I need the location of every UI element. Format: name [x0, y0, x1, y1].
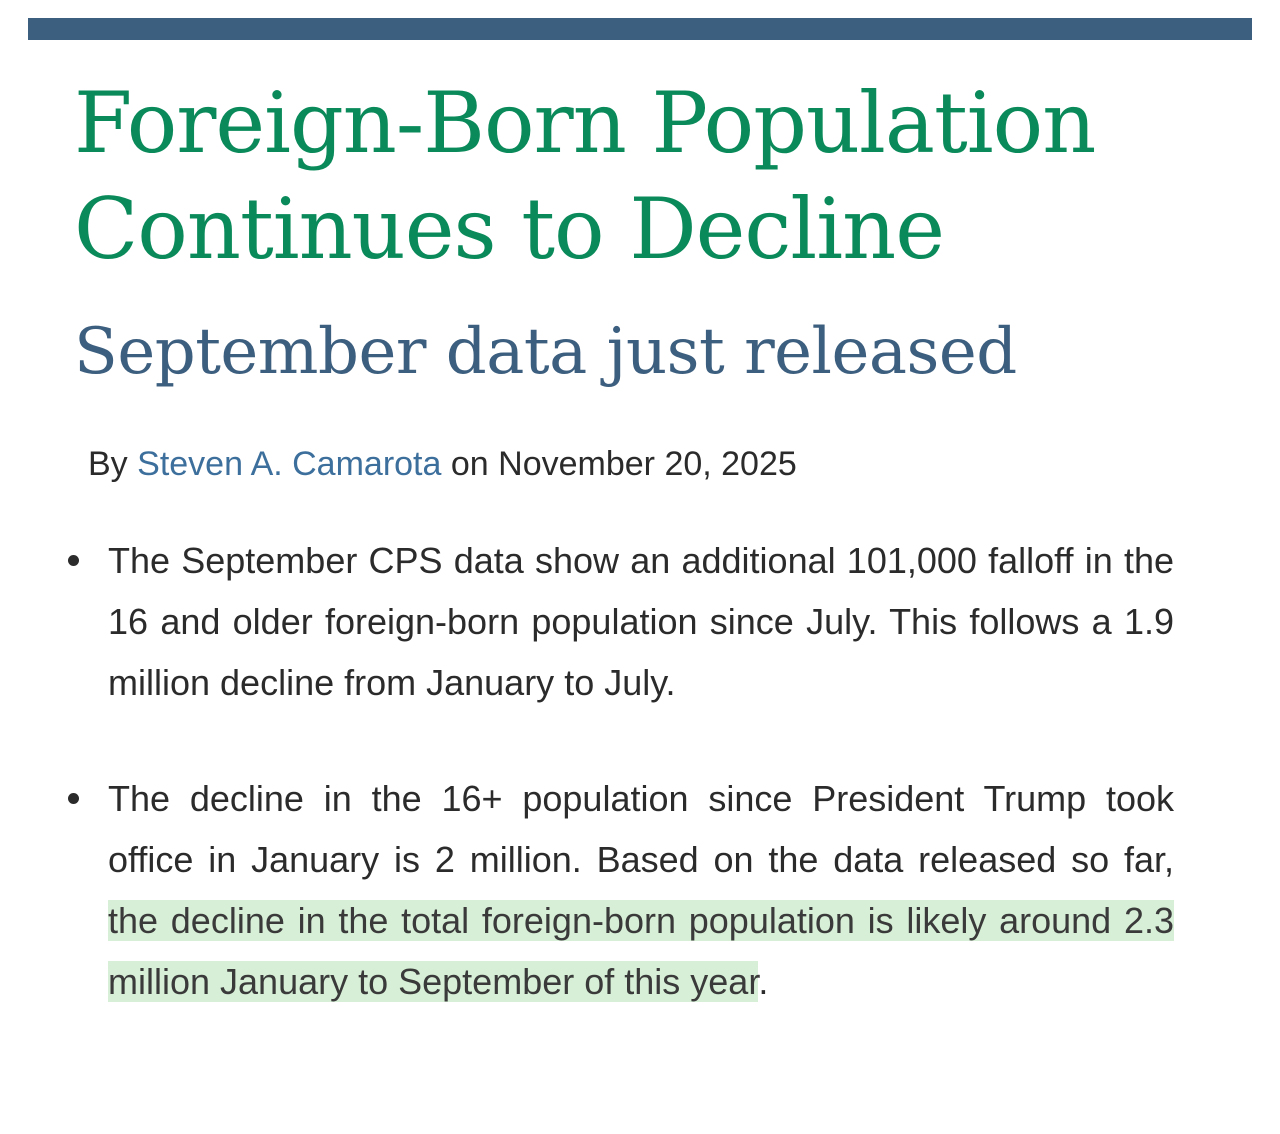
byline: By Steven A. Camarota on November 20, 20…: [88, 442, 797, 486]
key-points-list: The September CPS data show an additiona…: [62, 530, 1174, 1012]
bullet-icon: [68, 793, 79, 804]
highlighted-text: the decline in the total foreign-born po…: [108, 900, 1174, 1002]
author-link[interactable]: Steven A. Camarota: [137, 445, 442, 483]
publish-date: November 20, 2025: [498, 445, 797, 483]
header-rule: [28, 18, 1252, 40]
byline-date-prefix: on: [450, 445, 489, 483]
list-item: The decline in the 16+ population since …: [62, 768, 1174, 1012]
article-subtitle: September data just released: [74, 315, 1017, 389]
bullet-text: The decline in the 16+ population since …: [108, 778, 1174, 880]
list-item: The September CPS data show an additiona…: [62, 530, 1174, 713]
bullet-icon: [68, 555, 79, 566]
bullet-text-end: .: [758, 961, 769, 1002]
byline-prefix: By: [88, 445, 128, 483]
article-title: Foreign-Born Population Continues to Dec…: [74, 74, 1096, 278]
bullet-text: The September CPS data show an additiona…: [108, 540, 1174, 703]
